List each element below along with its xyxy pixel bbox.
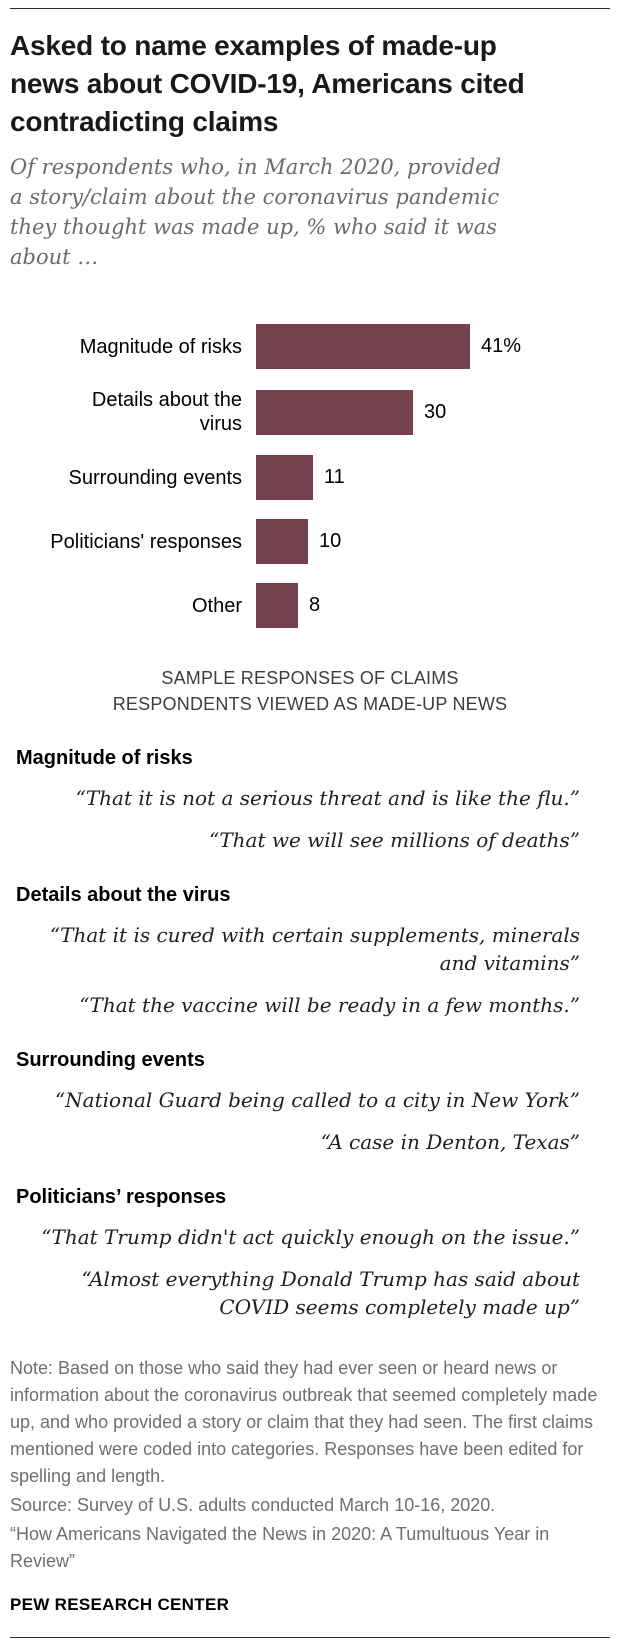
- bar-row: Other 8: [10, 583, 610, 629]
- bar-track: 30: [256, 389, 610, 435]
- bar-row: Politicians' responses 10: [10, 519, 610, 565]
- bar-row: Magnitude of risks 41%: [10, 324, 610, 370]
- sample-group-label: Details about the virus: [16, 883, 231, 906]
- sample-quote: “That Trump didn't act quickly enough on…: [41, 1224, 580, 1249]
- sample-group-label: Surrounding events: [16, 1048, 205, 1071]
- sample-group: Politicians’ responses “That Trump didn't…: [10, 1186, 610, 1321]
- bar-value-label: 30: [424, 400, 447, 423]
- bar-track: 8: [256, 583, 610, 629]
- bar-category-label: Details about the virus: [91, 389, 242, 436]
- bar-value-label: 10: [319, 530, 342, 553]
- sample-group: Magnitude of risks “That it is not a seri…: [10, 747, 610, 854]
- bar-value-label: 8: [309, 594, 321, 617]
- chart-title: Asked to name examples of made-up news a…: [10, 30, 525, 138]
- bar-row: Details about the virus 30: [10, 388, 610, 436]
- sample-quote: “National Guard being called to a city i…: [54, 1087, 580, 1112]
- bar-track: 10: [256, 519, 610, 565]
- bar-row: Surrounding events 11: [10, 455, 610, 501]
- horizontal-bar-chart: Magnitude of risks 41% Details about the v…: [10, 324, 610, 629]
- sample-quote: “Almost everything Donald Trump has said…: [81, 1266, 580, 1319]
- bar-value-label: 41%: [481, 335, 522, 358]
- chart-subtitle: Of respondents who, in March 2020, provi…: [10, 155, 502, 269]
- sample-group-label: Politicians’ responses: [16, 1185, 227, 1208]
- report-title-text: “How Americans Navigated the News in 202…: [10, 1523, 550, 1571]
- bar-track: 11: [256, 455, 610, 501]
- brand-wordmark: PEW RESEARCH CENTER: [10, 1594, 230, 1614]
- sample-group: Details about the virus “That it is cured…: [10, 884, 610, 1019]
- sample-group: Surrounding events “National Guard being …: [10, 1049, 610, 1156]
- bar-category-label: Surrounding events: [68, 466, 242, 489]
- bar: [256, 583, 298, 629]
- bar-category-label: Magnitude of risks: [79, 335, 242, 358]
- sample-quote: “That the vaccine will be ready in a few…: [79, 992, 580, 1017]
- sample-responses-section: Magnitude of risks “That it is not a seri…: [10, 747, 610, 1321]
- bar: [256, 519, 308, 565]
- sample-quote: “That it is not a serious threat and is …: [75, 785, 580, 810]
- source-text: Source: Survey of U.S. adults conducted …: [10, 1494, 496, 1515]
- bar: [256, 389, 413, 435]
- bar-track: 41%: [256, 324, 610, 370]
- bar-category-label: Other: [191, 594, 242, 617]
- sample-quote: “A case in Denton, Texas”: [320, 1129, 580, 1154]
- sample-group-label: Magnitude of risks: [16, 746, 193, 769]
- bar-value-label: 11: [324, 466, 345, 489]
- sample-quote: “That it is cured with certain supplemen…: [49, 922, 580, 975]
- bar: [256, 324, 470, 370]
- sample-quote: “That we will see millions of deaths”: [209, 827, 580, 852]
- footer: Note: Based on those who said they had e…: [10, 1355, 610, 1615]
- bar: [256, 455, 313, 501]
- top-rule: [10, 8, 610, 9]
- bar-category-label: Politicians' responses: [50, 530, 242, 553]
- samples-heading: SAMPLE RESPONSES OF CLAIMS RESPONDENTS V…: [112, 668, 508, 714]
- bottom-rule: [10, 1637, 610, 1638]
- note-text: Note: Based on those who said they had e…: [10, 1357, 598, 1486]
